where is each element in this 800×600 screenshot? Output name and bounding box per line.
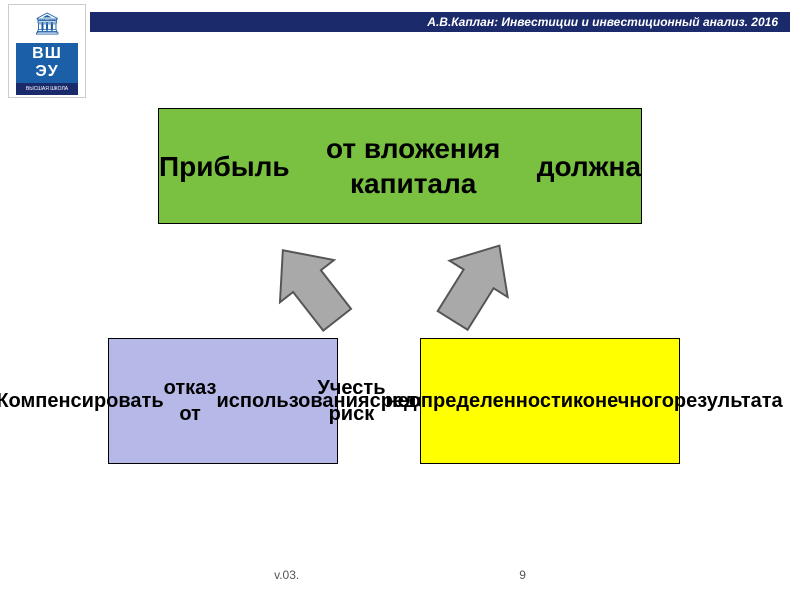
logo-text: ВШ ЭУ: [16, 43, 78, 83]
version-label: v.03.: [274, 568, 299, 582]
node-left: Компенсироватьотказ отиспользованиясредс…: [108, 338, 338, 464]
arrow-left: [240, 216, 379, 355]
logo-icon: 🏛: [9, 5, 85, 43]
node-right: Учесть рискнеопределенностиконечногорезу…: [420, 338, 680, 464]
logo-subtext: ВЫСШАЯ ШКОЛА: [16, 83, 78, 95]
page-number: 9: [519, 568, 526, 582]
footer: v.03. 9: [0, 568, 800, 582]
logo-line2: ЭУ: [35, 63, 58, 81]
arrow-right: [408, 215, 545, 351]
logo-line1: ВШ: [32, 45, 62, 63]
node-top: Прибыльот вложения капиталадолжна: [158, 108, 642, 224]
title-bar: А.В.Каплан: Инвестиции и инвестиционный …: [90, 12, 790, 32]
logo: 🏛 ВШ ЭУ ВЫСШАЯ ШКОЛА: [8, 4, 86, 98]
header-text: А.В.Каплан: Инвестиции и инвестиционный …: [427, 15, 778, 29]
